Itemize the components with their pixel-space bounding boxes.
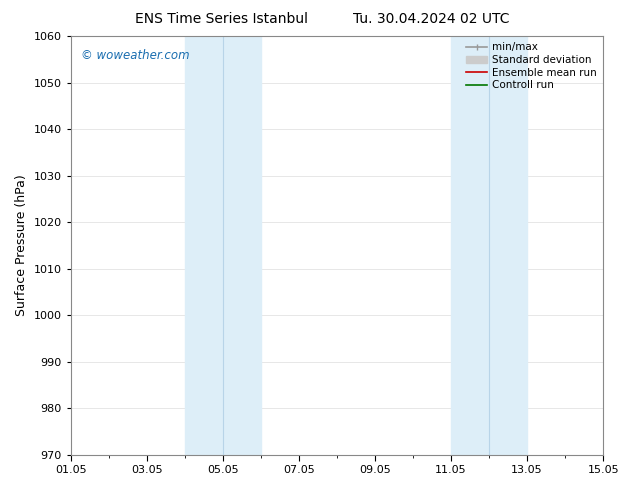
Legend: min/max, Standard deviation, Ensemble mean run, Controll run: min/max, Standard deviation, Ensemble me… (463, 39, 600, 93)
Text: © woweather.com: © woweather.com (81, 49, 190, 62)
Text: ENS Time Series Istanbul: ENS Time Series Istanbul (136, 12, 308, 26)
Y-axis label: Surface Pressure (hPa): Surface Pressure (hPa) (15, 174, 28, 316)
Text: Tu. 30.04.2024 02 UTC: Tu. 30.04.2024 02 UTC (353, 12, 509, 26)
Bar (185, 36, 261, 455)
Bar (451, 36, 527, 455)
